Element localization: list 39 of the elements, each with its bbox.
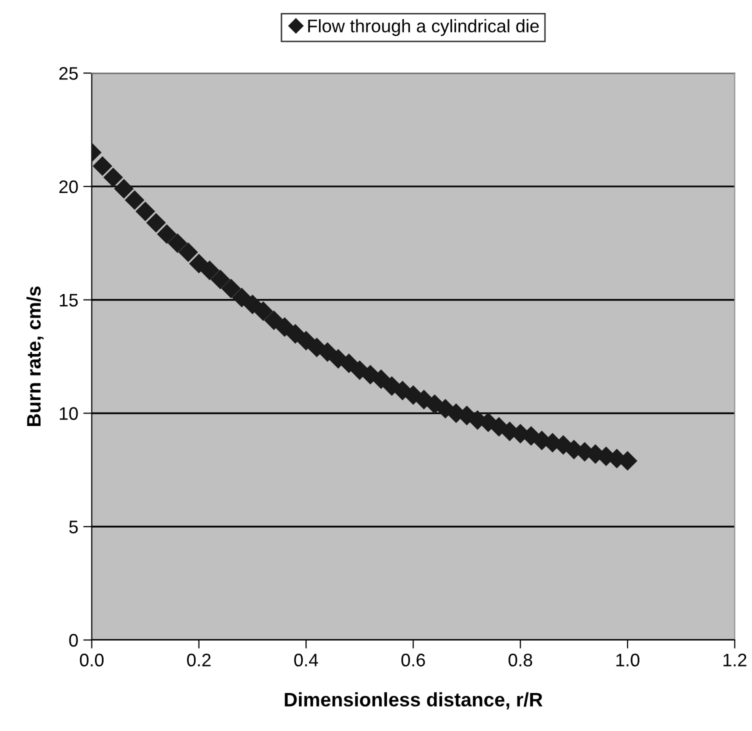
- x-axis-title: Dimensionless distance, r/R: [284, 692, 543, 710]
- x-tick-label: 0.2: [187, 654, 211, 666]
- x-tick-label: 0.6: [401, 654, 425, 666]
- y-axis-title: Burn rate, cm/s: [26, 286, 44, 426]
- point: [104, 168, 123, 187]
- point: [178, 242, 198, 262]
- point: [264, 310, 284, 330]
- y-tick-label: 0: [69, 634, 78, 647]
- point: [189, 254, 208, 274]
- point: [339, 354, 358, 373]
- y-tick-label: 15: [60, 294, 78, 307]
- y-tick-label: 25: [59, 67, 78, 80]
- y-tick-label: 20: [59, 180, 78, 194]
- point: [136, 202, 155, 221]
- point: [296, 331, 316, 350]
- point: [125, 190, 144, 210]
- x-tick-label: 0.4: [294, 654, 318, 666]
- point: [372, 370, 391, 389]
- point: [146, 213, 166, 232]
- point: [168, 234, 188, 253]
- point: [114, 179, 134, 198]
- x-tick-label: 0.0: [80, 654, 104, 666]
- point: [200, 260, 220, 280]
- legend-label: Flow through a cylindrical die: [308, 19, 539, 36]
- point: [254, 302, 273, 321]
- point: [318, 342, 338, 362]
- point: [275, 318, 294, 337]
- x-tick-label: 0.8: [508, 654, 532, 666]
- point: [157, 224, 176, 244]
- y-tick-label: 5: [69, 520, 78, 534]
- x-tick-label: 1.2: [724, 654, 746, 666]
- point: [92, 156, 112, 176]
- point: [286, 324, 305, 344]
- point: [210, 270, 230, 289]
- point: [232, 288, 252, 308]
- point: [222, 278, 241, 298]
- y-tick-label: 10: [60, 407, 78, 420]
- point: [242, 294, 262, 314]
- x-tick-label: 1.0: [616, 654, 640, 666]
